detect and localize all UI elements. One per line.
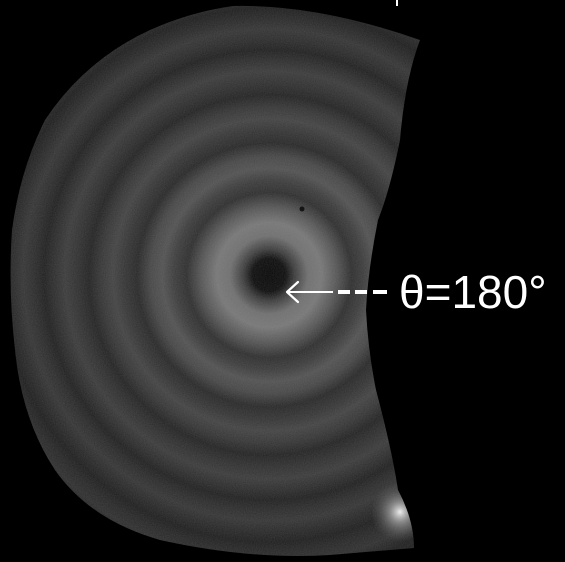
small-speck xyxy=(299,206,305,212)
angle-label: θ=180° xyxy=(399,266,547,318)
pointer-arrow xyxy=(285,280,387,304)
top-tick-mark xyxy=(396,0,398,6)
arrow-head xyxy=(285,280,300,304)
